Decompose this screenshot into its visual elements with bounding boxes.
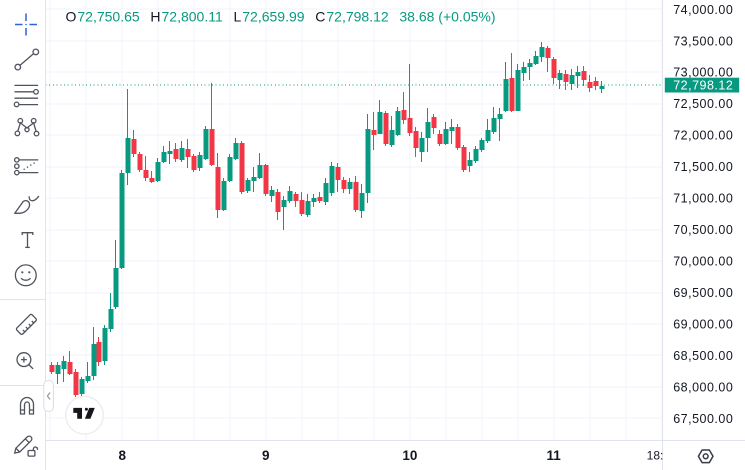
svg-text:74,000.00: 74,000.00 <box>673 3 733 17</box>
svg-text:10: 10 <box>402 448 417 463</box>
svg-text:69,500.00: 69,500.00 <box>673 286 733 300</box>
svg-text:68,500.00: 68,500.00 <box>673 349 733 363</box>
svg-text:70,500.00: 70,500.00 <box>673 223 733 237</box>
svg-text:9: 9 <box>262 448 270 463</box>
svg-text:72,798.12: 72,798.12 <box>673 79 733 93</box>
svg-text:72,000.00: 72,000.00 <box>673 129 733 143</box>
svg-text:8: 8 <box>119 448 127 463</box>
svg-text:68,000.00: 68,000.00 <box>673 380 733 394</box>
svg-text:71,000.00: 71,000.00 <box>673 192 733 206</box>
svg-text:72,500.00: 72,500.00 <box>673 97 733 111</box>
svg-text:71,500.00: 71,500.00 <box>673 160 733 174</box>
svg-text:67,500.00: 67,500.00 <box>673 412 733 426</box>
svg-text:18:: 18: <box>647 449 664 463</box>
svg-text:73,000.00: 73,000.00 <box>673 66 733 80</box>
svg-text:69,000.00: 69,000.00 <box>673 318 733 332</box>
svg-text:70,000.00: 70,000.00 <box>673 255 733 269</box>
svg-text:11: 11 <box>547 448 562 463</box>
svg-text:73,500.00: 73,500.00 <box>673 34 733 48</box>
